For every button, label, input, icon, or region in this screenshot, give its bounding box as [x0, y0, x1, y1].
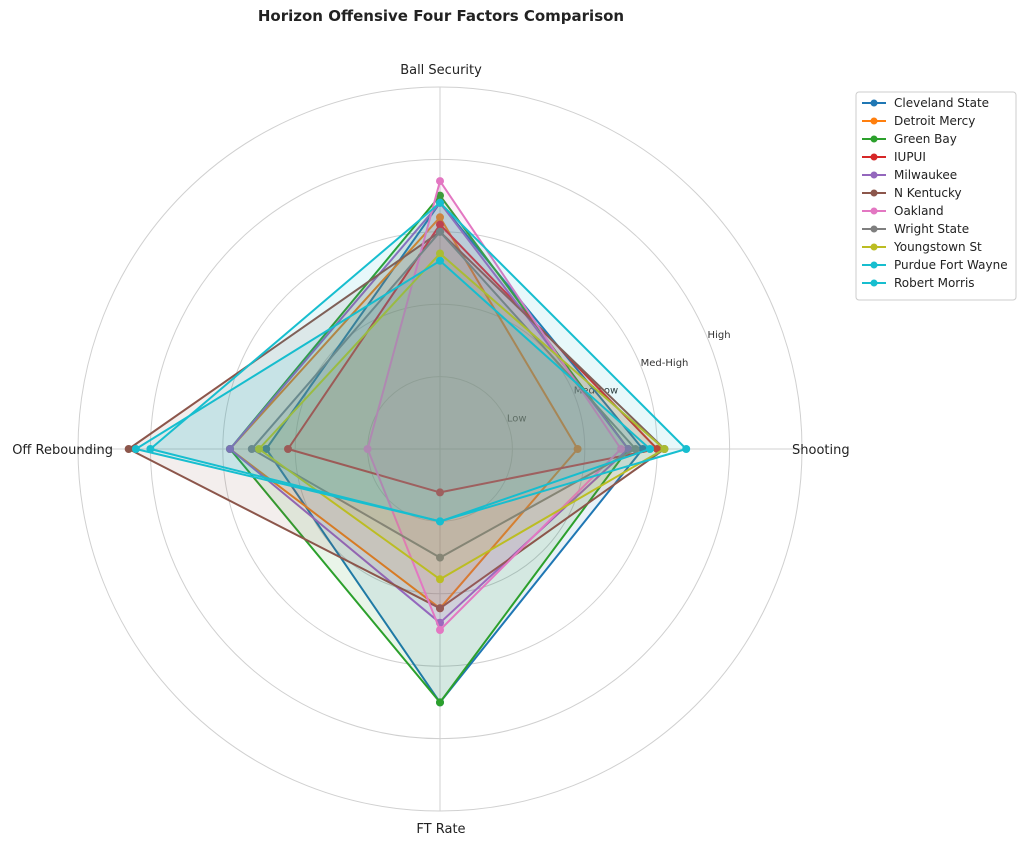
legend-entry: Detroit Mercy [862, 114, 975, 128]
legend-label: Detroit Mercy [894, 114, 975, 128]
data-point [284, 445, 292, 453]
data-point [255, 445, 263, 453]
legend-entry: Cleveland State [862, 96, 989, 110]
legend-swatch-marker [870, 135, 878, 143]
data-point [436, 220, 444, 229]
data-point [436, 698, 444, 707]
series-oakland [363, 177, 625, 634]
data-point [436, 517, 444, 526]
legend-label: Youngstown St [893, 240, 982, 254]
legend-label: Oakland [894, 204, 944, 218]
legend-swatch-marker [870, 207, 878, 215]
legend-entry: Oakland [862, 204, 944, 218]
data-point [436, 575, 444, 584]
legend-swatch-marker [870, 153, 878, 161]
data-point [436, 553, 444, 562]
data-point [363, 445, 372, 453]
legend-entry: Youngstown St [862, 240, 982, 254]
legend-label: Cleveland State [894, 96, 989, 110]
data-point [617, 445, 625, 453]
data-point [124, 445, 133, 453]
data-point [682, 445, 691, 453]
legend-entry: Milwaukee [862, 168, 957, 182]
chart-title: Horizon Offensive Four Factors Compariso… [258, 7, 624, 25]
data-point [436, 177, 444, 186]
data-point [247, 445, 256, 453]
legend-entry: Robert Morris [862, 276, 975, 290]
data-point [660, 445, 669, 453]
data-point [646, 445, 654, 453]
legend-entry: Purdue Fort Wayne [862, 258, 1008, 272]
data-point [436, 213, 444, 222]
data-point [436, 256, 444, 265]
data-point [131, 445, 140, 453]
data-point [436, 198, 444, 207]
legend-swatch-marker [870, 243, 878, 251]
legend-swatch-marker [870, 99, 878, 107]
data-point [573, 445, 582, 453]
legend-swatch-marker [870, 117, 878, 125]
ring-label: Low [507, 413, 527, 424]
axis-label: FT Rate [416, 822, 465, 837]
ring-label: High [708, 330, 731, 341]
axis-label: Off Rebounding [12, 443, 113, 458]
data-point [226, 445, 234, 453]
axis-label: Ball Security [400, 63, 482, 78]
legend-entry: Green Bay [862, 132, 957, 146]
ring-label: Med-High [641, 358, 689, 369]
legend-label: Milwaukee [894, 168, 957, 182]
axis-labels: Shooting Ball Security Off Rebounding FT Ra… [12, 63, 849, 837]
legend-swatch-marker [870, 279, 878, 287]
legend: Cleveland State Detroit Mercy Green Bay IUP… [855, 91, 1017, 301]
legend-swatch-marker [870, 261, 878, 269]
data-point [146, 445, 155, 453]
series-robert-morris [146, 198, 691, 526]
legend-entry: IUPUI [862, 150, 926, 164]
legend-label: IUPUI [894, 150, 926, 164]
series-youngstown-st [255, 249, 669, 584]
axis-label: Shooting [792, 443, 850, 458]
legend-swatch-marker [870, 189, 878, 197]
series-wright-state [247, 227, 640, 562]
data-point [436, 488, 444, 497]
data-point [436, 626, 444, 634]
data-point [262, 445, 271, 453]
legend-entry: N Kentucky [862, 186, 962, 200]
legend-swatch-marker [870, 225, 878, 233]
legend-box [855, 91, 1017, 301]
data-point [631, 445, 640, 453]
data-point [436, 191, 444, 200]
legend-entry: Wright State [862, 222, 969, 236]
series-iupui [284, 220, 662, 497]
series-layer [124, 177, 691, 707]
legend-label: N Kentucky [894, 186, 962, 200]
legend-label: Wright State [894, 222, 969, 236]
legend-swatch-marker [870, 171, 878, 179]
legend-label: Purdue Fort Wayne [894, 258, 1008, 272]
legend-label: Robert Morris [894, 276, 975, 290]
data-point [436, 604, 444, 613]
data-point [436, 249, 444, 258]
legend-label: Green Bay [894, 132, 957, 146]
data-point [436, 227, 444, 236]
